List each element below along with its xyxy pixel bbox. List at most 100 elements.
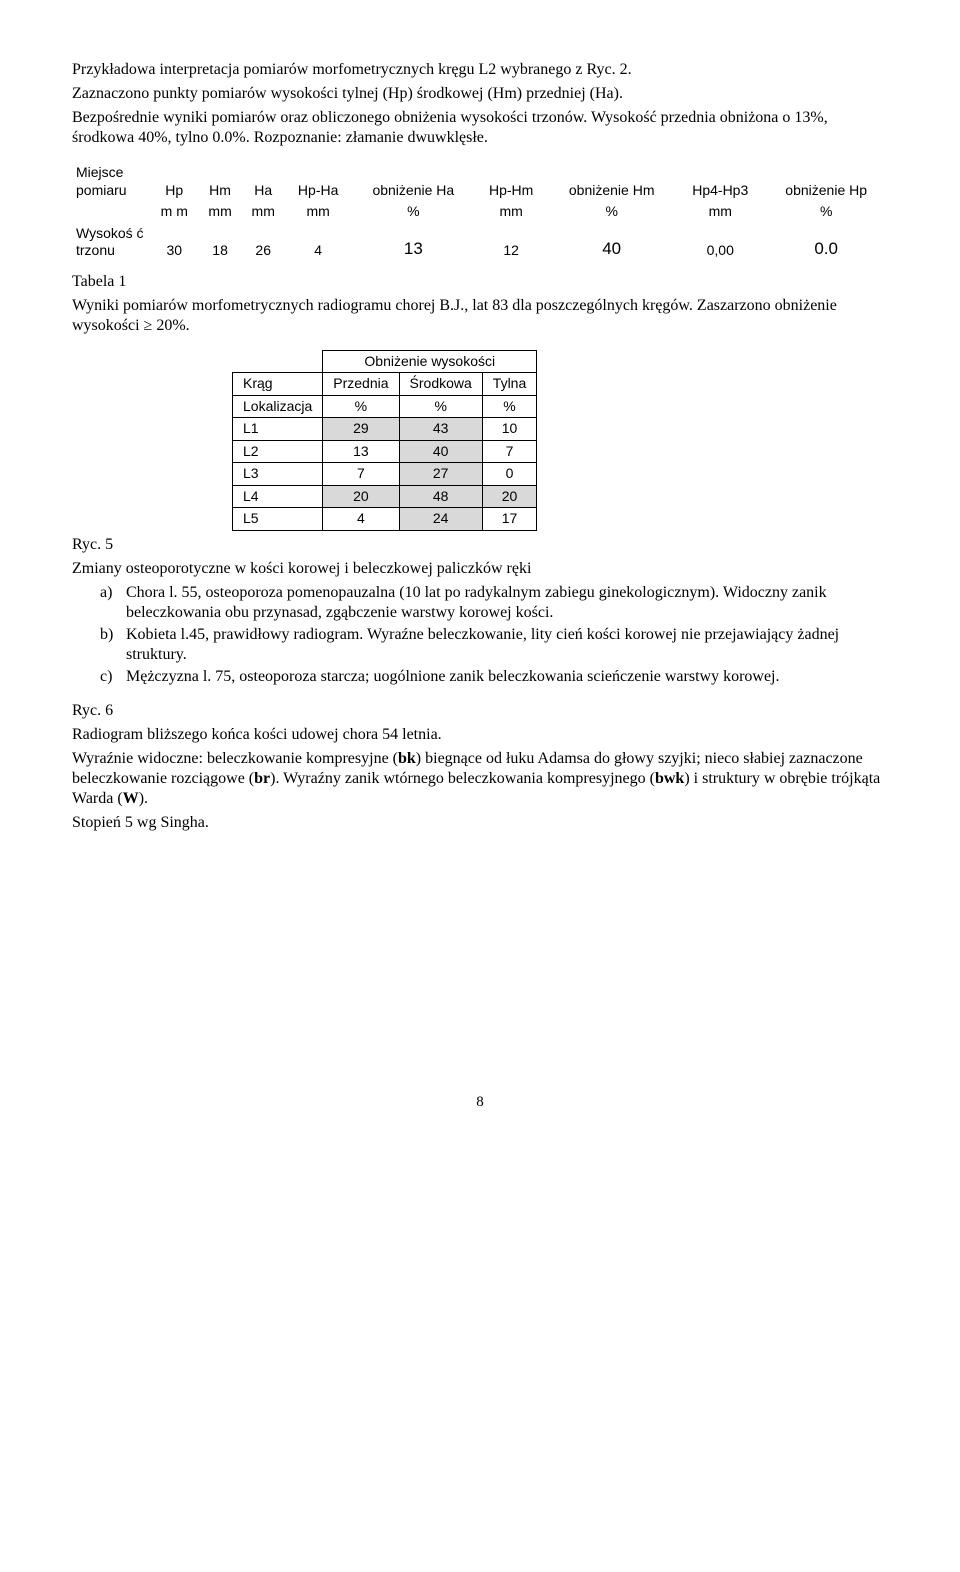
table-row: L4204820 — [233, 485, 537, 508]
ryc5-block: Ryc. 5 Zmiany osteoporotyczne w kości ko… — [72, 535, 888, 687]
table-row: L542417 — [233, 508, 537, 531]
t2-srodkowa: 48 — [399, 485, 482, 508]
v9: 0.0 — [764, 223, 888, 262]
t2-h0: Krąg — [233, 373, 323, 396]
t2-units-row: Lokalizacja % % % — [233, 395, 537, 418]
intro-line-3: Bezpośrednie wyniki pomiarów oraz oblicz… — [72, 108, 888, 148]
t2-przednia: 13 — [323, 440, 399, 463]
tabela1-text: Wyniki pomiarów morfometrycznych radiogr… — [72, 296, 888, 336]
u1: m m — [150, 201, 199, 223]
t2-blank — [233, 350, 323, 373]
r6-i: ). — [139, 790, 148, 807]
row-label: Wysokoś ć trzonu — [72, 223, 150, 262]
col-hp4hp3: Hp4-Hp3 — [676, 162, 764, 201]
v8: 0,00 — [676, 223, 764, 262]
v2: 18 — [199, 223, 242, 262]
t2-tylna: 20 — [482, 485, 536, 508]
morphometry-table: Miejsce pomiaru Hp Hm Ha Hp-Ha obniżenie… — [72, 162, 888, 262]
marker-a: a) — [100, 583, 126, 623]
u2: mm — [199, 201, 242, 223]
ryc6-l2: Wyraźnie widoczne: beleczkowanie kompres… — [72, 749, 888, 809]
ryc5-item-c: c) Mężczyzna l. 75, osteoporoza starcza;… — [100, 667, 888, 687]
ryc5-a-text: Chora l. 55, osteoporoza pomenopauzalna … — [126, 583, 888, 623]
v5: 13 — [352, 223, 476, 262]
t2-krag: L2 — [233, 440, 323, 463]
height-reduction-table: Obniżenie wysokości Krąg Przednia Środko… — [232, 350, 537, 531]
t2-h3: Tylna — [482, 373, 536, 396]
t2-krag: L4 — [233, 485, 323, 508]
ryc6-title: Ryc. 6 — [72, 701, 888, 721]
t2-header-row: Krąg Przednia Środkowa Tylna — [233, 373, 537, 396]
t2-tylna: 17 — [482, 508, 536, 531]
col-hp: Hp — [150, 162, 199, 201]
t2-top-row: Obniżenie wysokości — [233, 350, 537, 373]
t2-tylna: 0 — [482, 463, 536, 486]
t2-krag: L1 — [233, 418, 323, 441]
intro-line-2: Zaznaczono punkty pomiarów wysokości tyl… — [72, 84, 888, 104]
col-obn-hp: obniżenie Hp — [764, 162, 888, 201]
ryc5-item-b: b) Kobieta l.45, prawidłowy radiogram. W… — [100, 625, 888, 665]
intro-paragraph: Przykładowa interpretacja pomiarów morfo… — [72, 60, 888, 148]
table-row: L37270 — [233, 463, 537, 486]
ryc5-item-a: a) Chora l. 55, osteoporoza pomenopauzal… — [100, 583, 888, 623]
t2-przednia: 29 — [323, 418, 399, 441]
u5: % — [352, 201, 476, 223]
t2-srodkowa: 24 — [399, 508, 482, 531]
col-hphm: Hp-Hm — [475, 162, 547, 201]
r6-f: bwk — [655, 770, 684, 787]
t2-top-header: Obniżenie wysokości — [323, 350, 537, 373]
r6-d: br — [254, 770, 270, 787]
ryc6-block: Ryc. 6 Radiogram bliższego końca kości u… — [72, 701, 888, 833]
t2-przednia: 7 — [323, 463, 399, 486]
t2-srodkowa: 43 — [399, 418, 482, 441]
t2-u1: % — [323, 395, 399, 418]
col-obn-ha: obniżenie Ha — [352, 162, 476, 201]
v7: 40 — [547, 223, 676, 262]
col-hm: Hm — [199, 162, 242, 201]
u8: mm — [676, 201, 764, 223]
u3: mm — [242, 201, 285, 223]
col-obn-hm: obniżenie Hm — [547, 162, 676, 201]
intro-line-1: Przykładowa interpretacja pomiarów morfo… — [72, 60, 888, 80]
ryc5-title: Ryc. 5 — [72, 535, 888, 555]
t2-krag: L3 — [233, 463, 323, 486]
t2-tylna: 7 — [482, 440, 536, 463]
u6: mm — [475, 201, 547, 223]
u7: % — [547, 201, 676, 223]
col-ha: Ha — [242, 162, 285, 201]
t2-h1: Przednia — [323, 373, 399, 396]
col-hpha: Hp-Ha — [285, 162, 352, 201]
table-units-row: m m mm mm mm % mm % mm % — [72, 201, 888, 223]
u9: % — [764, 201, 888, 223]
r6-e: ). Wyraźny zanik wtórnego beleczkowania … — [270, 770, 655, 787]
table-data-row: Wysokoś ć trzonu 30 18 26 4 13 12 40 0,0… — [72, 223, 888, 262]
t2-u2: % — [399, 395, 482, 418]
table-row: L1294310 — [233, 418, 537, 441]
marker-b: b) — [100, 625, 126, 665]
t2-tylna: 10 — [482, 418, 536, 441]
t2-srodkowa: 40 — [399, 440, 482, 463]
ryc5-lead: Zmiany osteoporotyczne w kości korowej i… — [72, 559, 888, 579]
v1: 30 — [150, 223, 199, 262]
table-row: L213407 — [233, 440, 537, 463]
page-number: 8 — [72, 1093, 888, 1112]
v4: 4 — [285, 223, 352, 262]
v6: 12 — [475, 223, 547, 262]
tabela1-block: Tabela 1 Wyniki pomiarów morfometrycznyc… — [72, 272, 888, 336]
col-miejsce: Miejsce pomiaru — [72, 162, 150, 201]
tabela1-title: Tabela 1 — [72, 272, 888, 292]
th-text: Miejsce pomiaru — [76, 164, 127, 198]
u4: mm — [285, 201, 352, 223]
marker-c: c) — [100, 667, 126, 687]
t2-h2: Środkowa — [399, 373, 482, 396]
t2-r0: Lokalizacja — [233, 395, 323, 418]
t2-krag: L5 — [233, 508, 323, 531]
ryc6-l3: Stopień 5 wg Singha. — [72, 813, 888, 833]
t2-u3: % — [482, 395, 536, 418]
r6-b: bk — [398, 750, 416, 767]
ryc6-l1: Radiogram bliższego końca kości udowej c… — [72, 725, 888, 745]
t2-srodkowa: 27 — [399, 463, 482, 486]
v3: 26 — [242, 223, 285, 262]
ryc5-b-text: Kobieta l.45, prawidłowy radiogram. Wyra… — [126, 625, 888, 665]
t2-przednia: 20 — [323, 485, 399, 508]
